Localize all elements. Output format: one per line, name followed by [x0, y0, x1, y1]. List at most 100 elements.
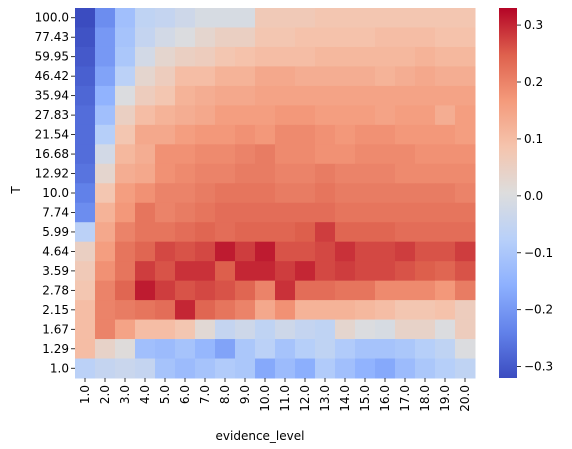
- heatmap-cell: [395, 105, 416, 126]
- heatmap-cell: [135, 300, 156, 321]
- heatmap-cell: [235, 241, 256, 262]
- heatmap-cell: [215, 241, 236, 262]
- y-tick-label: 2.78: [42, 283, 69, 297]
- heatmap-cell: [155, 202, 176, 223]
- heatmap-cell: [75, 105, 96, 126]
- heatmap-cell: [235, 27, 256, 48]
- heatmap-cell: [115, 124, 136, 145]
- heatmap-cell: [335, 8, 356, 28]
- heatmap-cell: [415, 319, 436, 340]
- heatmap-cell: [115, 163, 136, 184]
- heatmap-cell: [135, 144, 156, 165]
- y-axis-ticks: 100.0 77.43 59.95 46.42 35.94 27.83 21.54 16.68…: [35, 11, 75, 375]
- heatmap-cell: [175, 105, 196, 126]
- heatmap-cell: [95, 358, 116, 379]
- heatmap-cell: [335, 241, 356, 262]
- heatmap-cell: [395, 339, 416, 360]
- y-tick-label: 35.94: [35, 89, 69, 103]
- heatmap-cell: [155, 300, 176, 321]
- heatmap-cell: [415, 163, 436, 184]
- heatmap-cell: [435, 8, 456, 28]
- y-tick-label: 4.64: [42, 244, 69, 258]
- heatmap-cell: [355, 66, 376, 87]
- heatmap-cell: [95, 46, 116, 67]
- heatmap-cell: [215, 280, 236, 301]
- heatmap-cell: [335, 46, 356, 67]
- heatmap-cell: [75, 300, 96, 321]
- heatmap-cell: [295, 202, 316, 223]
- heatmap-cell: [415, 8, 436, 28]
- heatmap-cell: [115, 8, 136, 28]
- heatmap-cell: [235, 46, 256, 67]
- heatmap-cell: [215, 105, 236, 126]
- heatmap-cell: [375, 261, 396, 282]
- heatmap-cell: [355, 144, 376, 165]
- y-tick-label: 59.95: [35, 50, 69, 64]
- colorbar-tick-label: 0.1: [524, 132, 543, 146]
- heatmap-cell: [395, 241, 416, 262]
- heatmap-cells: [75, 8, 476, 379]
- heatmap-cell: [195, 8, 216, 28]
- heatmap-cell: [455, 241, 476, 262]
- heatmap-cell: [275, 222, 296, 243]
- heatmap-cell: [115, 144, 136, 165]
- heatmap-cell: [235, 202, 256, 223]
- heatmap-cell: [275, 300, 296, 321]
- y-tick-label: 5.99: [42, 225, 69, 239]
- heatmap-cell: [295, 241, 316, 262]
- heatmap-cell: [95, 105, 116, 126]
- heatmap-cell: [355, 358, 376, 379]
- heatmap-cell: [215, 300, 236, 321]
- heatmap-cell: [275, 144, 296, 165]
- heatmap-cell: [155, 66, 176, 87]
- heatmap-cell: [155, 105, 176, 126]
- heatmap-cell: [75, 46, 96, 67]
- heatmap-cell: [315, 280, 336, 301]
- heatmap-cell: [75, 280, 96, 301]
- heatmap-cell: [315, 124, 336, 145]
- heatmap-cell: [75, 124, 96, 145]
- heatmap-cell: [195, 183, 216, 204]
- heatmap-cell: [255, 27, 276, 48]
- heatmap-cell: [455, 319, 476, 340]
- heatmap-cell: [335, 358, 356, 379]
- heatmap-cell: [235, 261, 256, 282]
- heatmap-cell: [355, 85, 376, 106]
- heatmap-cell: [195, 300, 216, 321]
- heatmap-cell: [95, 222, 116, 243]
- heatmap-cell: [75, 8, 96, 28]
- heatmap-cell: [335, 105, 356, 126]
- heatmap-cell: [395, 300, 416, 321]
- x-tick-label: 18.0: [418, 385, 432, 412]
- heatmap-cell: [415, 300, 436, 321]
- heatmap-cell: [435, 358, 456, 379]
- x-tick-label: 14.0: [338, 385, 352, 412]
- heatmap-cell: [255, 144, 276, 165]
- heatmap-cell: [435, 105, 456, 126]
- heatmap-cell: [115, 85, 136, 106]
- heatmap-cell: [255, 8, 276, 28]
- colorbar-gradient: [499, 8, 517, 378]
- heatmap-cell: [95, 144, 116, 165]
- heatmap-cell: [295, 27, 316, 48]
- heatmap-cell: [255, 85, 276, 106]
- heatmap-cell: [455, 202, 476, 223]
- heatmap-cell: [395, 8, 416, 28]
- heatmap-cell: [215, 222, 236, 243]
- heatmap-cell: [275, 66, 296, 87]
- x-tick-label: 6.0: [178, 385, 192, 404]
- heatmap-cell: [135, 280, 156, 301]
- heatmap-cell: [395, 202, 416, 223]
- y-tick-label: 1.29: [42, 342, 69, 356]
- heatmap-cell: [375, 300, 396, 321]
- heatmap-cell: [295, 8, 316, 28]
- heatmap-cell: [335, 222, 356, 243]
- heatmap-cell: [455, 300, 476, 321]
- heatmap-cell: [215, 144, 236, 165]
- heatmap-cell: [135, 85, 156, 106]
- heatmap-cell: [355, 339, 376, 360]
- heatmap-cell: [215, 85, 236, 106]
- x-tick-label: 3.0: [118, 385, 132, 404]
- heatmap-cell: [95, 280, 116, 301]
